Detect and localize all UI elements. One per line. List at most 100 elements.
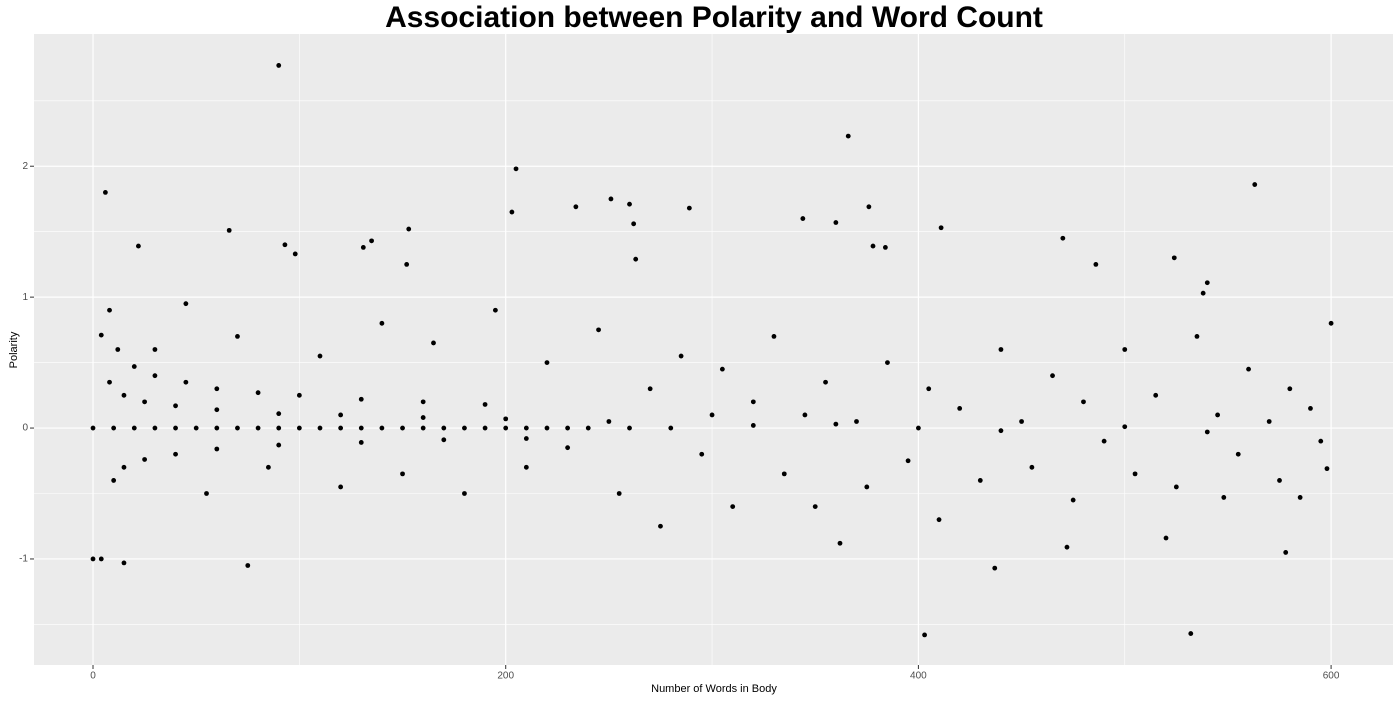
point [957,406,963,411]
point [977,478,983,483]
point [1283,550,1289,555]
point [102,190,108,195]
point [142,457,148,462]
point [276,442,282,448]
point [204,491,209,496]
point [358,396,364,402]
x-axis-title: Number of Words in Body [651,683,777,695]
point [152,425,158,431]
point [596,327,601,333]
point [121,464,127,470]
point [998,347,1004,352]
point [864,484,870,490]
point [686,205,692,211]
point [771,334,777,339]
point [503,425,509,431]
point [658,523,663,529]
point [668,425,674,431]
point [152,347,158,352]
point [235,334,240,339]
point [523,464,529,470]
point [1194,334,1200,339]
point [1019,419,1024,424]
point [173,403,178,409]
point [1215,412,1221,418]
point [214,446,220,452]
point [404,262,410,267]
point [647,386,653,392]
point [730,504,736,509]
point [750,399,756,405]
point [338,412,344,418]
point [1200,290,1206,296]
point [358,440,364,445]
point [608,196,614,202]
point [509,209,515,215]
point [845,133,851,139]
point [136,243,141,249]
point [1093,262,1099,267]
point [544,360,550,365]
point [709,412,715,418]
point [441,425,447,431]
point [719,366,725,372]
point [1297,495,1303,500]
point [1266,419,1272,424]
point [482,425,488,431]
point [1050,373,1055,379]
point [338,425,344,431]
point [173,451,178,457]
point [523,436,529,441]
point [854,419,859,424]
point [107,307,112,313]
point [441,437,447,443]
point [1204,429,1210,435]
point [812,504,818,509]
point [296,392,302,398]
point [1070,497,1076,503]
point [633,256,639,262]
point [235,425,240,431]
point [142,399,148,405]
point [121,392,127,398]
point [379,320,385,326]
point [585,425,591,431]
point [214,386,220,392]
point [400,425,405,431]
point [1029,464,1035,470]
y-tick-label: 0 [22,423,28,434]
point [627,201,632,207]
point [358,425,364,431]
point [627,425,632,431]
point [565,445,571,451]
x-tick-label: 400 [910,671,927,682]
point [462,491,467,496]
point [111,425,117,431]
point [1163,535,1169,541]
point [606,419,612,424]
point [245,563,251,568]
point [276,425,282,431]
point [107,379,112,385]
point [266,464,271,470]
point [255,390,261,396]
point [1188,631,1194,636]
point [823,379,828,385]
point [905,458,911,464]
point [276,411,282,417]
point [802,412,808,418]
point [916,425,921,431]
y-axis-title: Polarity [8,331,20,368]
point [1132,471,1138,477]
point [544,425,550,431]
point [255,425,261,431]
point [131,364,137,369]
point [152,373,158,379]
point [699,451,705,457]
point [936,517,942,523]
point [1324,466,1330,472]
point [1252,182,1258,187]
point [1308,406,1313,411]
